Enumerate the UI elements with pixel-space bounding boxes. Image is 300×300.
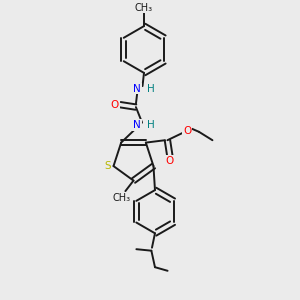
Text: O: O xyxy=(111,100,119,110)
Text: CH₃: CH₃ xyxy=(113,193,131,203)
Text: CH₃: CH₃ xyxy=(135,2,153,13)
Text: H: H xyxy=(147,120,155,130)
Text: O: O xyxy=(166,156,174,166)
Text: O: O xyxy=(183,126,191,136)
Text: H: H xyxy=(147,83,155,94)
Text: S: S xyxy=(105,161,111,171)
Text: N: N xyxy=(133,120,141,130)
Text: N: N xyxy=(133,83,141,94)
